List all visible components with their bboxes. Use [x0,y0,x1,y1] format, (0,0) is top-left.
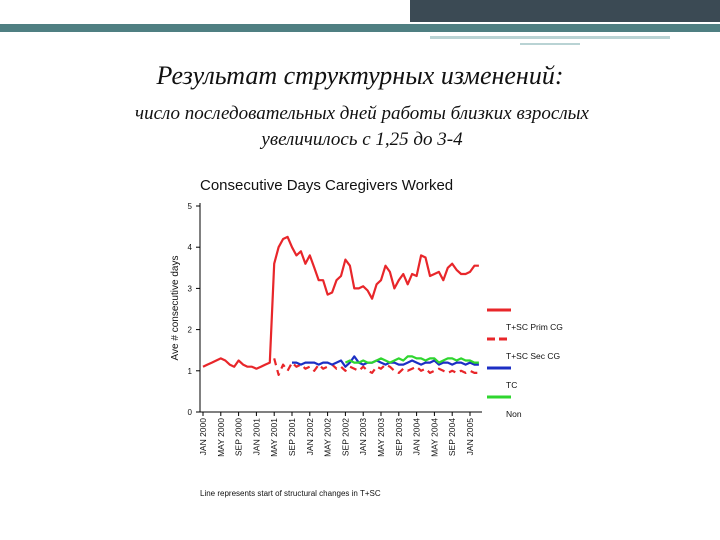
y-tick-label: 3 [188,284,193,293]
x-tick-label: SEP 2000 [234,418,244,456]
x-tick-label: MAY 2002 [323,418,333,457]
x-tick-label: MAY 2003 [376,418,386,457]
x-tick-label: JAN 2000 [198,418,208,456]
y-tick-label: 5 [188,202,193,211]
slide-title: Результат структурных изменений: [156,61,564,90]
x-tick-label: SEP 2002 [340,418,350,456]
y-tick-label: 0 [188,408,193,417]
legend-label: T+SC Prim CG [506,322,563,332]
slide-subtitle: увеличилось с 1,25 до 3-4 [259,129,463,150]
x-tick-label: SEP 2004 [447,418,457,456]
y-tick-label: 2 [188,326,193,335]
x-tick-label: JAN 2002 [305,418,315,456]
x-tick-label: MAY 2004 [429,418,439,457]
footnote: Line represents start of structural chan… [200,489,381,498]
dark-bar [410,0,720,22]
x-tick-label: JAN 2005 [465,418,475,456]
series-line [273,358,479,376]
series-line [344,355,479,364]
x-tick-label: MAY 2001 [269,418,279,457]
series-line [202,235,479,370]
x-tick-label: JAN 2004 [412,418,422,456]
teal-bar [0,24,720,32]
x-tick-label: JAN 2003 [358,418,368,456]
x-tick-label: SEP 2001 [287,418,297,456]
y-axis-label: Ave # consecutive days [170,256,181,361]
legend-label: TC [506,380,517,390]
slide-subtitle: число последовательных дней работы близк… [135,103,589,124]
x-tick-label: MAY 2000 [216,418,226,457]
accent-line [520,43,580,45]
accent-line [430,36,670,39]
legend-label: Non [506,409,522,419]
y-tick-label: 4 [188,243,193,252]
chart-title: Consecutive Days Caregivers Worked [200,177,453,194]
x-tick-label: SEP 2003 [394,418,404,456]
series-line [292,355,479,368]
y-tick-label: 1 [188,367,193,376]
x-tick-label: JAN 2001 [251,418,261,456]
legend-label: T+SC Sec CG [506,351,560,361]
